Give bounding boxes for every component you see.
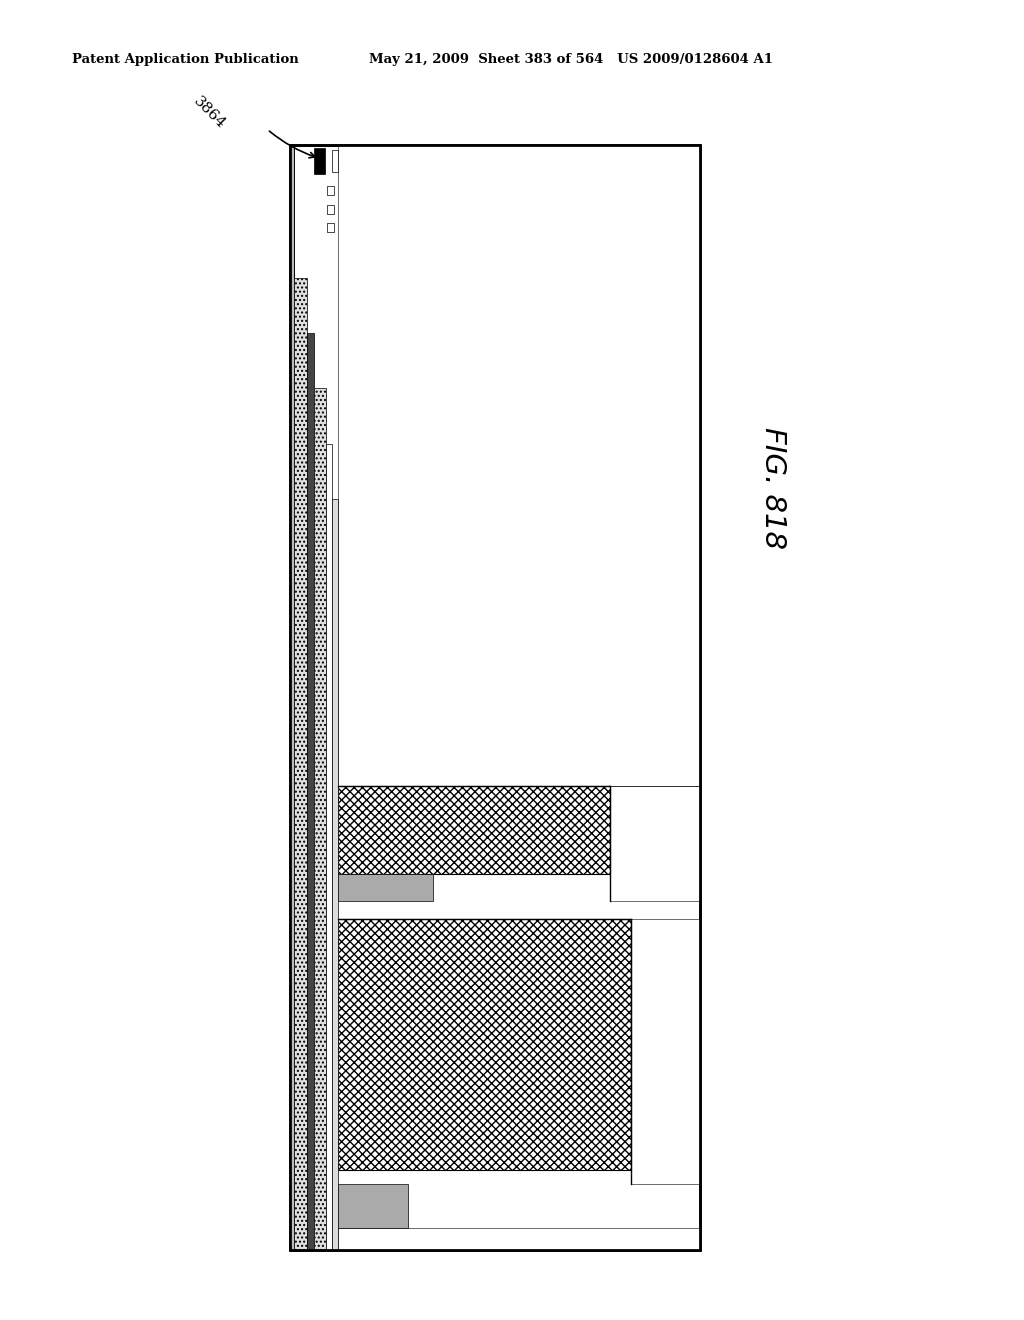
Text: May 21, 2009  Sheet 383 of 564   US 2009/0128604 A1: May 21, 2009 Sheet 383 of 564 US 2009/01… [369, 53, 773, 66]
Bar [338, 1228, 700, 1250]
Bar [631, 919, 700, 1184]
Bar [610, 785, 700, 902]
Bar [332, 150, 338, 172]
Text: 3864: 3864 [191, 95, 228, 132]
Text: Patent Application Publication: Patent Application Publication [72, 53, 298, 66]
Bar [338, 1228, 700, 1250]
Bar [290, 145, 700, 1250]
Bar [327, 205, 334, 214]
Bar [338, 785, 610, 874]
Bar [294, 277, 307, 1250]
Bar [326, 444, 332, 1250]
Bar [307, 333, 314, 1250]
Bar [631, 919, 700, 1184]
Bar [610, 785, 700, 902]
Bar [327, 223, 334, 232]
Bar [338, 919, 631, 1171]
Bar [327, 186, 334, 195]
Bar [290, 145, 700, 1250]
Bar [314, 388, 326, 1250]
Text: FIG. 818: FIG. 818 [759, 428, 787, 549]
Bar [332, 499, 338, 1250]
Bar [338, 145, 700, 785]
Bar [290, 145, 294, 1250]
Bar [338, 1184, 408, 1228]
Bar [338, 145, 700, 785]
Bar [338, 874, 433, 902]
Bar [314, 148, 325, 174]
